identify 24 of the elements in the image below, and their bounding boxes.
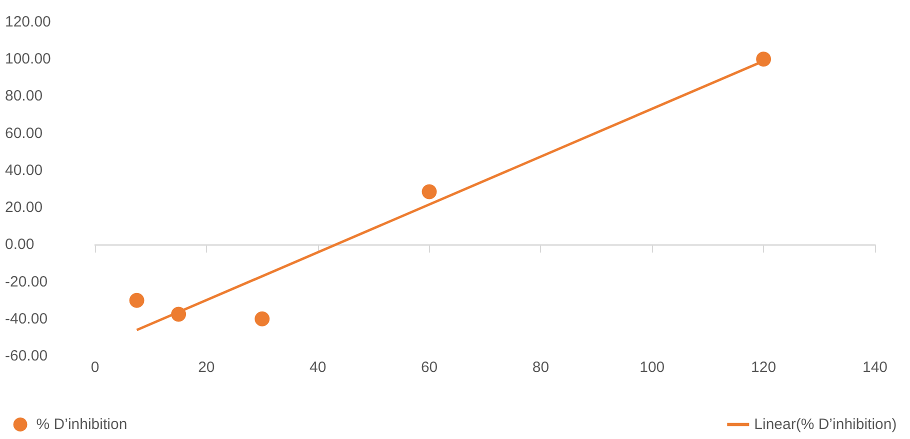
y-tick-label: 100.00 — [5, 50, 51, 68]
y-tick-label: -40.00 — [5, 310, 48, 328]
x-tick-label: 100 — [640, 359, 665, 376]
x-tick-label: 140 — [862, 359, 888, 376]
x-tick-label: 0 — [90, 359, 100, 376]
point — [129, 292, 144, 308]
x-tick-label: 40 — [310, 359, 326, 376]
y-tick-label: 120.00 — [5, 14, 51, 30]
y-tick-label: 0.00 — [5, 236, 34, 254]
y-tick-label: -60.00 — [5, 348, 48, 364]
legend-label: Linear(% D’inhibition) — [754, 416, 897, 433]
x-tick-label: 60 — [420, 359, 438, 376]
x-tick-label: 20 — [198, 359, 215, 376]
y-tick-label: 20.00 — [5, 199, 43, 216]
legend-label: % D’inhibition — [36, 416, 128, 433]
y-tick-label: 60.00 — [5, 124, 43, 142]
point — [422, 184, 437, 200]
point — [254, 311, 270, 326]
y-tick-label: 40.00 — [5, 162, 43, 179]
y-tick-label: -20.00 — [5, 273, 48, 290]
point — [756, 52, 772, 67]
x-tick-label: 120 — [751, 359, 776, 376]
x-tick-label: 80 — [532, 359, 550, 376]
y-tick-label: 80.00 — [5, 88, 43, 105]
